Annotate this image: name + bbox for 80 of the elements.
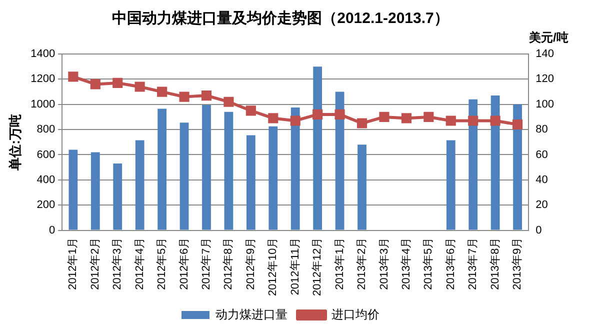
- bar: [113, 164, 122, 230]
- point: [424, 112, 434, 122]
- bar: [224, 112, 234, 230]
- bar: [68, 150, 78, 230]
- y-tick-label: 1000: [30, 98, 56, 110]
- x-tick-label: 2012年9月: [244, 237, 257, 290]
- legend-label: 进口均价: [332, 307, 380, 322]
- point: [468, 116, 478, 126]
- bar: [268, 126, 278, 230]
- y2-tick-label: 60: [536, 148, 548, 161]
- x-tick-label: 2012年5月: [156, 237, 168, 290]
- x-tick-label: 2012年2月: [89, 237, 102, 290]
- bar: [290, 108, 300, 230]
- y-axis-title: 单位:万吨: [7, 114, 22, 172]
- point: [268, 113, 278, 124]
- point: [334, 109, 345, 120]
- chart-title: 中国动力煤进口量及均价走势图（2012.1-2013.7）: [112, 10, 449, 28]
- y2-axis-title: 美元/吨: [528, 30, 568, 44]
- x-tick-label: 2012年11月: [289, 237, 302, 296]
- point: [512, 119, 523, 130]
- x-tick-label: 2013年1月: [334, 237, 346, 290]
- point: [201, 90, 212, 101]
- y-tick-label: 800: [36, 124, 56, 136]
- bar: [202, 105, 211, 230]
- x-tick-label: 2013年6月: [444, 237, 457, 290]
- x-tick-label: 2012年1月: [67, 237, 80, 290]
- bar: [490, 96, 500, 230]
- legend-label: 动力煤进口量: [216, 307, 288, 322]
- point: [246, 106, 256, 116]
- y-tick-label: 0: [48, 224, 56, 236]
- bar: [358, 144, 366, 230]
- bar: [468, 99, 478, 230]
- point: [312, 109, 323, 120]
- y-tick-label: 1200: [30, 73, 56, 86]
- x-tick-label: 2013年2月: [356, 237, 368, 290]
- bar: [246, 135, 256, 230]
- x-tick-label: 2013年8月: [489, 237, 502, 290]
- bar: [90, 152, 100, 230]
- x-tick-label: 2013年7月: [467, 237, 480, 290]
- point: [490, 116, 500, 126]
- y-tick-label: 1400: [30, 48, 56, 60]
- point: [446, 116, 456, 126]
- point: [68, 72, 78, 82]
- x-tick-label: 2013年4月: [400, 237, 412, 290]
- x-tick-label: 2012年4月: [134, 237, 146, 290]
- x-tick-label: 2013年3月: [378, 237, 390, 290]
- y-tick-label: 400: [36, 174, 56, 186]
- y-tick-label: 600: [36, 148, 56, 161]
- bar: [446, 140, 456, 230]
- point: [134, 82, 145, 92]
- x-tick-label: 2012年7月: [200, 237, 213, 290]
- point: [224, 96, 234, 107]
- point: [157, 86, 168, 97]
- y2-tick-label: 40: [536, 174, 548, 186]
- x-tick-label: 2012年8月: [222, 237, 235, 290]
- bar: [180, 122, 189, 230]
- point: [112, 78, 123, 88]
- y2-tick-label: 0: [536, 224, 542, 236]
- x-tick-label: 2012年6月: [178, 237, 190, 290]
- y2-tick-label: 120: [536, 73, 554, 86]
- bar: [158, 108, 166, 230]
- y2-tick-label: 20: [536, 199, 548, 212]
- point: [290, 116, 300, 126]
- point: [179, 92, 190, 102]
- point: [356, 118, 368, 128]
- y2-tick-label: 80: [536, 124, 548, 136]
- x-tick-label: 2013年5月: [422, 237, 435, 290]
- point: [401, 113, 412, 124]
- y2-tick-label: 140: [536, 48, 554, 60]
- point: [90, 79, 100, 90]
- x-tick-label: 2012年10月: [267, 237, 280, 296]
- y-tick-label: 200: [36, 199, 56, 212]
- bar: [135, 140, 144, 230]
- bar: [513, 104, 522, 230]
- y2-tick-label: 100: [536, 98, 554, 110]
- x-tick-label: 2012年3月: [112, 237, 124, 290]
- bar: [313, 66, 322, 230]
- x-tick-label: 2012年12月: [312, 237, 324, 296]
- point: [379, 112, 390, 122]
- x-tick-label: 2013年9月: [512, 237, 524, 290]
